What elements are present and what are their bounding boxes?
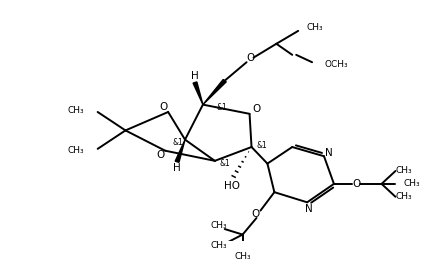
Text: O: O <box>353 179 361 189</box>
Text: CH₃: CH₃ <box>234 252 251 260</box>
Text: O: O <box>159 102 167 112</box>
Text: &1: &1 <box>256 141 267 150</box>
Text: O: O <box>252 104 261 114</box>
Text: &1: &1 <box>217 103 227 112</box>
Text: CH₃: CH₃ <box>395 166 412 176</box>
Text: CH₃: CH₃ <box>210 241 227 250</box>
Polygon shape <box>175 140 185 162</box>
Text: N: N <box>325 148 333 158</box>
Text: &1: &1 <box>220 159 230 168</box>
Text: CH₃: CH₃ <box>395 192 412 201</box>
Polygon shape <box>193 82 203 105</box>
Text: HO: HO <box>224 181 240 191</box>
Text: H: H <box>191 71 199 81</box>
Text: CH₃: CH₃ <box>67 146 84 155</box>
Text: OCH₃: OCH₃ <box>324 60 348 69</box>
Text: CH₃: CH₃ <box>67 106 84 115</box>
Text: H: H <box>173 163 181 173</box>
Text: O: O <box>251 209 259 219</box>
Polygon shape <box>203 80 226 105</box>
Text: O: O <box>246 53 255 63</box>
Text: CH₃: CH₃ <box>210 221 227 230</box>
Text: N: N <box>305 204 313 214</box>
Text: CH₃: CH₃ <box>306 23 323 32</box>
Text: O: O <box>156 150 164 160</box>
Text: CH₃: CH₃ <box>403 179 420 188</box>
Text: &1: &1 <box>172 138 183 147</box>
